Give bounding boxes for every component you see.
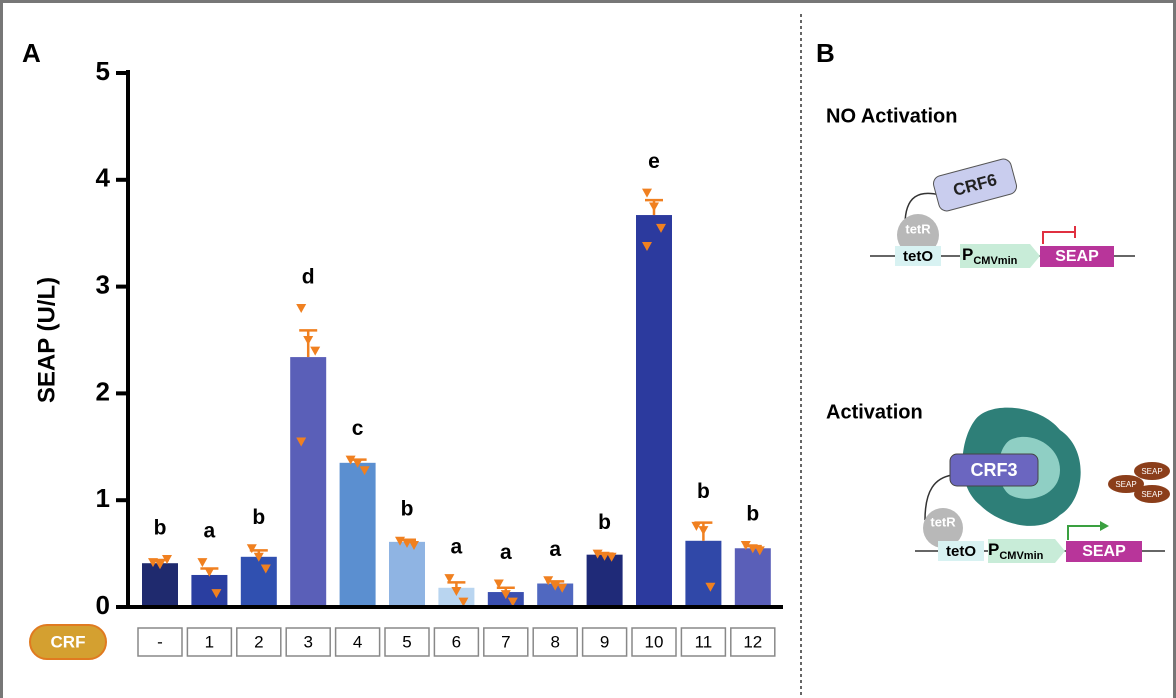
panel-label: A bbox=[22, 38, 41, 68]
section-title: Activation bbox=[826, 401, 923, 423]
bar bbox=[685, 541, 721, 607]
x-tick-label: 3 bbox=[303, 632, 312, 651]
activation-arrow bbox=[1100, 521, 1109, 531]
data-point bbox=[310, 347, 320, 356]
activation-arrow bbox=[1068, 526, 1102, 540]
significance-label: d bbox=[302, 266, 315, 289]
significance-label: c bbox=[352, 417, 364, 440]
significance-label: b bbox=[154, 516, 167, 539]
bar bbox=[735, 548, 771, 607]
bar bbox=[587, 555, 623, 607]
protein-label: CRF3 bbox=[970, 460, 1017, 480]
bar bbox=[290, 357, 326, 607]
x-tick-label: 4 bbox=[353, 632, 362, 651]
significance-label: b bbox=[697, 480, 710, 503]
activation-diagram: CRF3 tetR tetO PCMVmin SEAP SEAP SEAP SE… bbox=[915, 408, 1170, 563]
operator-label: tetO bbox=[946, 543, 976, 560]
section-title: NO Activation bbox=[826, 105, 958, 127]
significance-label: b bbox=[252, 506, 265, 529]
y-axis-label: SEAP (U/L) bbox=[33, 277, 60, 403]
promoter-p: P bbox=[962, 245, 973, 264]
bar bbox=[636, 215, 672, 607]
y-tick-label: 4 bbox=[96, 163, 111, 193]
bar bbox=[241, 557, 277, 607]
x-tick-label: 1 bbox=[205, 632, 214, 651]
x-tick-label: 8 bbox=[550, 632, 559, 651]
significance-label: b bbox=[401, 497, 414, 520]
x-tick-label: 5 bbox=[402, 632, 411, 651]
panel-label: B bbox=[816, 38, 835, 68]
data-point bbox=[303, 336, 313, 345]
y-tick-label: 1 bbox=[96, 483, 110, 513]
reporter-label: SEAP bbox=[1082, 543, 1126, 560]
data-point bbox=[247, 544, 257, 553]
significance-label: b bbox=[746, 503, 759, 526]
x-tick-label: 9 bbox=[600, 632, 609, 651]
x-tick-label: 10 bbox=[645, 632, 664, 651]
promoter-sub: CMVmin bbox=[999, 550, 1043, 562]
data-point bbox=[698, 526, 708, 535]
promoter-p: P bbox=[988, 540, 999, 559]
data-point bbox=[642, 189, 652, 198]
x-tick-label: 11 bbox=[695, 632, 713, 651]
x-axis-label: CRF bbox=[51, 632, 86, 651]
data-point bbox=[649, 203, 659, 212]
repressor-label: tetR bbox=[930, 514, 956, 529]
data-point bbox=[197, 558, 207, 567]
x-tick-label: - bbox=[157, 632, 163, 651]
x-tick-label: 12 bbox=[743, 632, 762, 651]
significance-label: a bbox=[451, 536, 463, 559]
bar bbox=[389, 542, 425, 607]
y-tick-label: 5 bbox=[96, 56, 110, 86]
y-tick-label: 2 bbox=[96, 376, 110, 406]
data-point bbox=[296, 304, 306, 313]
repressor-label: tetR bbox=[905, 221, 931, 236]
bar bbox=[142, 563, 178, 607]
promoter-sub: CMVmin bbox=[973, 255, 1017, 267]
significance-label: a bbox=[549, 538, 561, 561]
x-tick-label: 7 bbox=[501, 632, 510, 651]
secreted-label: SEAP bbox=[1141, 490, 1162, 499]
significance-label: a bbox=[204, 520, 216, 543]
bar bbox=[191, 575, 227, 607]
repression-mark bbox=[1043, 226, 1075, 244]
no-activation-diagram: CRF6 tetR tetO PCMVmin SEAP bbox=[870, 157, 1135, 268]
y-tick-label: 0 bbox=[96, 590, 110, 620]
figure: A SEAP (U/L) CRF 012345b-a1b2d3c4b5a6a7a… bbox=[0, 0, 1176, 698]
operator-label: tetO bbox=[903, 248, 933, 265]
significance-label: a bbox=[500, 541, 512, 564]
x-tick-label: 6 bbox=[452, 632, 461, 651]
significance-label: e bbox=[648, 150, 660, 173]
significance-label: b bbox=[598, 511, 611, 534]
secreted-label: SEAP bbox=[1141, 467, 1162, 476]
bar bbox=[340, 463, 376, 607]
reporter-label: SEAP bbox=[1055, 248, 1099, 265]
x-tick-label: 2 bbox=[254, 632, 263, 651]
y-tick-label: 3 bbox=[96, 269, 110, 299]
secreted-label: SEAP bbox=[1115, 480, 1136, 489]
